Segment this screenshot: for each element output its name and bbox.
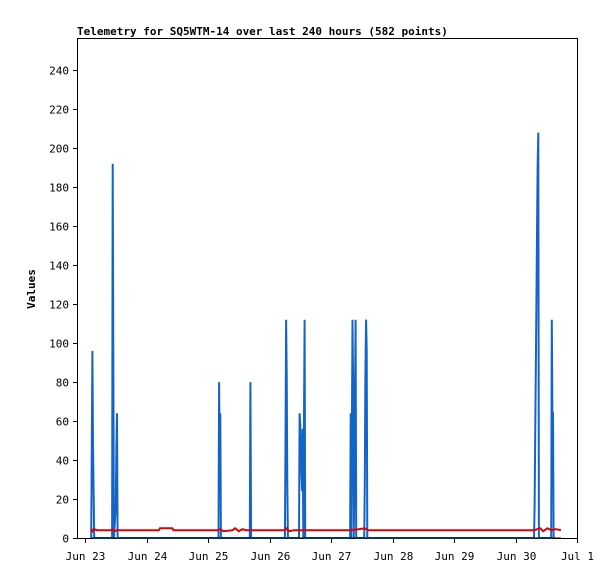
y-tick-label: 240 <box>49 65 69 78</box>
y-tick-label: 140 <box>49 260 69 273</box>
series-layer <box>90 132 562 539</box>
y-tick-label: 120 <box>49 299 69 312</box>
y-axis: 0 20 40 60 80 100 120 140 160 180 200 220 240 <box>49 65 78 546</box>
x-tick-label: Jun 28 <box>374 550 414 563</box>
x-tick-label: Jun 25 <box>189 550 229 563</box>
x-tick-label: Jul 1 <box>561 550 594 563</box>
y-axis-label: Values <box>25 269 38 309</box>
y-tick-label: 200 <box>49 143 69 156</box>
x-tick-label: Jun 26 <box>251 550 291 563</box>
x-axis: Jun 23 Jun 24 Jun 25 Jun 26 Jun 27 Jun 28 Jun … <box>66 538 594 563</box>
y-tick-label: 80 <box>56 377 69 390</box>
x-tick-label: Jun 24 <box>128 550 168 563</box>
chart-title: Telemetry for SQ5WTM-14 over last 240 ho… <box>77 25 448 38</box>
x-tick-label: Jun 27 <box>312 550 352 563</box>
series-line-2 <box>90 526 562 534</box>
y-tick-label: 160 <box>49 221 69 234</box>
x-tick-label: Jun 29 <box>435 550 475 563</box>
y-tick-label: 100 <box>49 338 69 351</box>
y-tick-label: 0 <box>62 533 69 546</box>
y-tick-label: 40 <box>56 455 69 468</box>
plot-area <box>77 38 578 539</box>
y-tick-label: 220 <box>49 104 69 117</box>
series-line-1 <box>90 132 555 539</box>
y-tick-label: 180 <box>49 182 69 195</box>
y-tick-label: 20 <box>56 494 69 507</box>
y-tick-label: 60 <box>56 416 69 429</box>
x-tick-label: Jun 30 <box>497 550 537 563</box>
x-tick-label: Jun 23 <box>66 550 106 563</box>
